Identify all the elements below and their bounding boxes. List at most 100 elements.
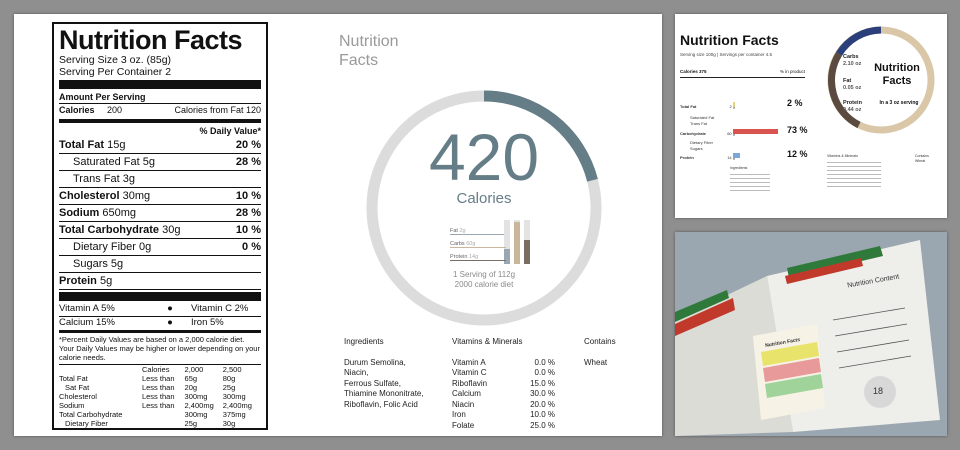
macro-label: Carbs 60g [450, 241, 506, 248]
vitamin-value: 30.0 % [530, 389, 555, 398]
tr-ingredients: Ingredients [730, 166, 770, 193]
nutrient-name-amount: Cholesterol 30mg [59, 189, 150, 203]
dv-table-cell: 25g [222, 382, 236, 392]
tr-nutrient-row: Carbohydrate 60 g [680, 131, 735, 136]
macro-value: 2g [459, 228, 466, 234]
divider [59, 221, 261, 223]
macro-bar-track [504, 220, 510, 264]
tr-ring-title-1: Nutrition [874, 62, 920, 74]
tr-ring-title-2: Facts [882, 75, 912, 87]
dv-table-cell: Dietary Fiber [65, 418, 108, 428]
tr-nutrient-amount: 60 g [727, 131, 735, 136]
vitamin-row: Calcium 15% ● Iron 5% [59, 317, 261, 330]
vitamin-name: Iron [452, 410, 466, 419]
vitamin-value: 10.0 % [530, 410, 555, 419]
tr-vitamins-lines [827, 158, 881, 189]
tr-sub-row: Saturated Fat [690, 115, 715, 120]
nutrient-name: Protein [59, 275, 97, 288]
nutrient-dv: 28 % [235, 207, 261, 220]
serving-info: 1 Serving of 112g 2000 calorie diet [394, 270, 574, 290]
nutrient-amount: 5g [110, 258, 124, 271]
text-line [834, 323, 908, 337]
dv-table-cell: Sat Fat [65, 382, 90, 392]
macro-value: 14g [468, 254, 479, 260]
nutrient-amount: 650mg [102, 207, 137, 220]
tr-nutrient-name: Protein [680, 155, 694, 160]
tr-nutrient-pct: 2 % [787, 98, 803, 108]
contains-header: Contains [584, 337, 616, 346]
dv-table-cell: Less than [141, 400, 175, 410]
dv-table-header-cell: Calories [141, 364, 170, 374]
tr-sub-row: Dietary Fiber [690, 140, 713, 145]
highlight-red [763, 358, 821, 382]
macro-bar [524, 240, 530, 264]
tr-title: Nutrition Facts [680, 32, 779, 48]
tr-contains: Contains Wheat [915, 154, 929, 163]
divider [59, 103, 261, 105]
label-title: Nutrition Facts [59, 25, 243, 55]
tr-nutrient-bar [733, 153, 740, 158]
vitamin-name: Riboflavin [452, 378, 488, 388]
book-page-number: 18 [873, 386, 884, 396]
divider [59, 315, 261, 317]
dv-table-header-cell: 2,500 [222, 364, 242, 374]
vitamin-right: Vitamin C 2% [191, 303, 249, 315]
nutrient-name-amount: Protein 5g [59, 274, 112, 288]
dv-table-cell: Less than [141, 391, 175, 401]
amount-per-serving: Amount Per Serving [59, 91, 261, 103]
vitamin-item: Riboflavin 15.0 % [452, 379, 555, 390]
tr-ring-label-name: Protein [843, 100, 862, 106]
text-line [836, 339, 910, 353]
tr-nutrient-row: Protein 14 g [680, 155, 735, 160]
tr-ring-caption: In a 3 oz serving [879, 100, 919, 106]
vitamin-left: Calcium 15% [59, 316, 115, 328]
nutrient-name: Total Fat [59, 139, 105, 152]
vitamin-value: 0.0 % [534, 357, 555, 367]
nutrient-row: Total Carbohydrate 30g 10 % [59, 222, 261, 238]
tr-contains-value: Wheat [915, 158, 926, 163]
divider [59, 363, 261, 365]
dv-table-cell: 30g [222, 418, 236, 428]
nutrient-name: Cholesterol [59, 190, 120, 203]
tr-nutrient-row: Total Fat 2 g [680, 104, 735, 109]
divider [59, 238, 261, 240]
tr-ingredients-header: Ingredients [730, 166, 748, 170]
dv-table-cell: Total Carbohydrate [59, 409, 123, 419]
dv-table-cell: 2,400mg [222, 400, 252, 410]
nutrient-dv: 10 % [235, 224, 261, 237]
divider [59, 289, 261, 291]
nutrient-amount: 5g [142, 156, 155, 169]
nutrient-row: Sugars 5g [59, 256, 261, 272]
red-band-right [785, 258, 863, 284]
dv-table-cell: Less than [141, 382, 175, 392]
nutrient-amount: 3g [122, 173, 135, 186]
dv-table-header: Calories 2,000 2,500 [59, 365, 261, 374]
ingredient-item: Ferrous Sulfate, [344, 378, 401, 388]
dv-table-header-cell: 2,000 [184, 364, 204, 374]
dv-table-cell: 300mg [184, 391, 208, 401]
serving-line2: 2000 calorie diet [454, 280, 514, 289]
tr-ring-title: Nutrition Facts [865, 62, 929, 88]
divider [59, 170, 261, 172]
calories-word: Calories [456, 190, 512, 207]
nutrient-name: Trans Fat [73, 173, 120, 186]
tr-ring-protein [828, 52, 861, 129]
vitamin-name: Folate [452, 420, 475, 430]
macro-bar [504, 249, 510, 264]
calories-value: 200 [107, 105, 123, 116]
dv-header: % Daily Value* [199, 125, 261, 136]
thick-divider [59, 292, 261, 302]
tr-vitamins-header: Vitamins & Minerals [827, 154, 858, 158]
nutrient-name-amount: Saturated Fat 5g [73, 155, 155, 169]
nutrient-row: Trans Fat 3g [59, 171, 261, 187]
nutrient-dv: 20 % [235, 139, 261, 152]
dv-table-cell: Less than [141, 373, 175, 383]
macro-bar-track [514, 220, 520, 264]
ring-progress [366, 90, 602, 326]
macro-name: Carbs [450, 241, 467, 247]
nutrient-dv: 10 % [235, 190, 261, 203]
divider [59, 272, 261, 274]
divider [59, 153, 261, 155]
divider [59, 255, 261, 257]
dv-table-cell [142, 410, 185, 419]
